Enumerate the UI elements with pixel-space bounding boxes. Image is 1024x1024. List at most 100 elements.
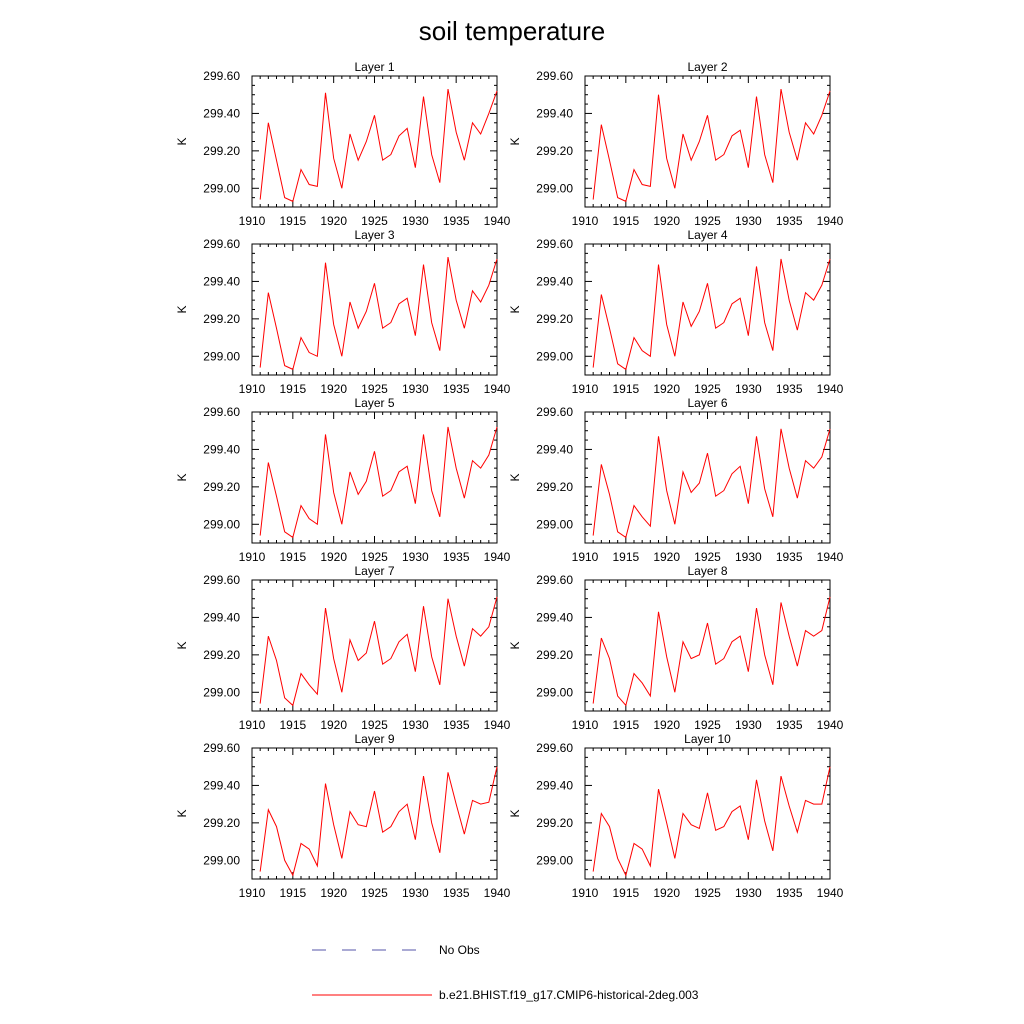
x-tick-label: 1940 xyxy=(817,886,844,900)
plot-frame xyxy=(584,747,831,880)
x-tick-label: 1940 xyxy=(484,718,511,732)
x-tick-label: 1930 xyxy=(402,718,429,732)
y-tick-label: 299.60 xyxy=(203,237,240,251)
x-tick-label: 1930 xyxy=(402,886,429,900)
y-tick-label: 299.20 xyxy=(536,144,573,158)
x-tick-label: 1915 xyxy=(612,886,639,900)
x-tick-label: 1925 xyxy=(694,886,721,900)
x-tick-label: 1910 xyxy=(572,886,599,900)
series-line-layer-4 xyxy=(592,258,831,371)
panel-layer-5: 1910 1915 1920 1925 1930 1935 1940 299.00 299.20… xyxy=(175,396,511,564)
x-tick-label: 1935 xyxy=(443,214,470,228)
x-tick-label: 1915 xyxy=(279,886,306,900)
plot-frame xyxy=(584,579,831,712)
x-tick-label: 1940 xyxy=(484,886,511,900)
x-tick-label: 1915 xyxy=(612,718,639,732)
x-tick-label: 1930 xyxy=(735,550,762,564)
plot-frame xyxy=(251,75,498,208)
panel-title: Layer 7 xyxy=(354,564,394,578)
x-tick-label: 1930 xyxy=(735,382,762,396)
y-tick-label: 299.60 xyxy=(203,573,240,587)
plot-frame xyxy=(251,747,498,880)
x-tick-label: 1915 xyxy=(279,382,306,396)
y-axis-label: K xyxy=(508,473,522,481)
panel-layer-9: 1910 1915 1920 1925 1930 1935 1940 299.00 299.20… xyxy=(175,732,511,900)
series-line-layer-3 xyxy=(259,257,498,371)
y-tick-label: 299.00 xyxy=(536,853,573,867)
y-axis-label: K xyxy=(508,641,522,649)
y-tick-label: 299.20 xyxy=(536,816,573,830)
panel-layer-1: 1910 1915 1920 1925 1930 1935 1940 299.00 299.20… xyxy=(175,60,511,228)
y-tick-label: 299.20 xyxy=(536,480,573,494)
x-tick-label: 1930 xyxy=(735,886,762,900)
y-tick-label: 299.40 xyxy=(536,442,573,456)
series-line-layer-9 xyxy=(259,766,498,877)
panel-title: Layer 9 xyxy=(354,732,394,746)
panel-layer-2: 1910 1915 1920 1925 1930 1935 1940 299.00 299.20… xyxy=(508,60,844,228)
panel-title: Layer 4 xyxy=(687,228,727,242)
y-tick-label: 299.20 xyxy=(203,480,240,494)
x-tick-label: 1940 xyxy=(817,382,844,396)
y-tick-label: 299.40 xyxy=(203,106,240,120)
x-tick-label: 1940 xyxy=(817,550,844,564)
x-tick-label: 1940 xyxy=(817,214,844,228)
x-tick-label: 1925 xyxy=(694,214,721,228)
y-tick-label: 299.20 xyxy=(203,144,240,158)
y-tick-label: 299.40 xyxy=(203,274,240,288)
y-tick-label: 299.60 xyxy=(536,573,573,587)
x-tick-label: 1930 xyxy=(402,382,429,396)
x-tick-label: 1915 xyxy=(612,382,639,396)
y-tick-label: 299.60 xyxy=(203,69,240,83)
x-tick-label: 1910 xyxy=(239,382,266,396)
x-tick-label: 1910 xyxy=(239,214,266,228)
x-tick-label: 1925 xyxy=(694,550,721,564)
x-tick-label: 1935 xyxy=(776,382,803,396)
panel-grid: 1910 1915 1920 1925 1930 1935 1940 299.00 299.20… xyxy=(175,60,844,900)
legend-label-no-obs: No Obs xyxy=(439,943,480,957)
panel-layer-4: 1910 1915 1920 1925 1930 1935 1940 299.00 299.20… xyxy=(508,228,844,396)
series-line-layer-5 xyxy=(259,426,498,539)
series-line-layer-1 xyxy=(259,89,498,203)
x-tick-label: 1920 xyxy=(320,214,347,228)
x-tick-label: 1915 xyxy=(279,718,306,732)
x-tick-label: 1920 xyxy=(653,214,680,228)
x-tick-label: 1910 xyxy=(239,550,266,564)
plot-frame xyxy=(251,579,498,712)
x-tick-label: 1925 xyxy=(361,382,388,396)
y-tick-label: 299.60 xyxy=(203,741,240,755)
x-tick-label: 1935 xyxy=(443,718,470,732)
y-axis-label: K xyxy=(175,809,189,817)
y-tick-label: 299.00 xyxy=(203,853,240,867)
x-tick-label: 1935 xyxy=(776,550,803,564)
panel-title: Layer 2 xyxy=(687,60,727,74)
y-tick-label: 299.20 xyxy=(536,648,573,662)
panel-title: Layer 10 xyxy=(684,732,731,746)
y-tick-label: 299.40 xyxy=(203,778,240,792)
y-tick-label: 299.00 xyxy=(203,517,240,531)
x-tick-label: 1920 xyxy=(320,382,347,396)
y-tick-label: 299.60 xyxy=(536,741,573,755)
legend: No Obs b.e21.BHIST.f19_g17.CMIP6-histori… xyxy=(312,943,699,1002)
x-tick-label: 1940 xyxy=(484,382,511,396)
x-tick-label: 1910 xyxy=(239,718,266,732)
y-tick-label: 299.00 xyxy=(203,685,240,699)
series-line-layer-8 xyxy=(592,596,831,707)
x-tick-label: 1935 xyxy=(776,886,803,900)
x-tick-label: 1925 xyxy=(361,886,388,900)
y-tick-label: 299.40 xyxy=(203,610,240,624)
x-tick-label: 1915 xyxy=(612,550,639,564)
x-tick-label: 1910 xyxy=(572,550,599,564)
plot-frame xyxy=(584,411,831,544)
x-tick-label: 1920 xyxy=(320,886,347,900)
x-tick-label: 1930 xyxy=(735,718,762,732)
x-tick-label: 1935 xyxy=(443,886,470,900)
x-tick-label: 1940 xyxy=(817,718,844,732)
x-tick-label: 1940 xyxy=(484,550,511,564)
panel-title: Layer 6 xyxy=(687,396,727,410)
x-tick-label: 1935 xyxy=(776,718,803,732)
y-tick-label: 299.20 xyxy=(536,312,573,326)
x-tick-label: 1920 xyxy=(320,550,347,564)
x-tick-label: 1925 xyxy=(361,214,388,228)
panel-layer-6: 1910 1915 1920 1925 1930 1935 1940 299.00 299.20… xyxy=(508,396,844,564)
panel-title: Layer 3 xyxy=(354,228,394,242)
